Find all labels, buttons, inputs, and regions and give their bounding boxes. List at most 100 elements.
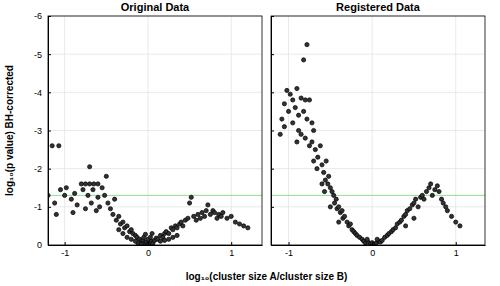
point xyxy=(322,189,326,193)
point xyxy=(328,205,332,209)
point xyxy=(422,197,426,201)
point xyxy=(175,226,179,230)
grid-line-y xyxy=(48,130,262,131)
x-axis: -101 xyxy=(49,242,263,258)
figure: -1010-1-2-3-4-5-6Original Datalog₁₀(p va… xyxy=(0,0,500,286)
point xyxy=(88,165,92,169)
point xyxy=(91,188,95,192)
y-tick xyxy=(271,92,274,93)
point xyxy=(171,235,175,239)
y-tick-label: -3 xyxy=(34,126,42,136)
point xyxy=(375,237,379,241)
point xyxy=(202,214,206,218)
point xyxy=(295,140,299,144)
threshold-line xyxy=(48,195,262,196)
point xyxy=(296,128,300,132)
x-tick-mark xyxy=(231,242,232,245)
x-tick-label: 1 xyxy=(454,248,459,258)
point xyxy=(125,224,129,228)
point xyxy=(288,92,292,96)
y-tick: -3 xyxy=(34,126,51,136)
x-tick: -1 xyxy=(61,242,69,258)
point xyxy=(103,193,107,197)
point xyxy=(285,88,289,92)
point xyxy=(204,209,208,213)
point xyxy=(175,233,179,237)
point xyxy=(282,102,286,106)
y-tick xyxy=(271,207,274,208)
grid-line-y xyxy=(48,92,262,93)
point xyxy=(92,182,96,186)
marks xyxy=(48,144,262,245)
point xyxy=(237,222,241,226)
y-tick-label: 0 xyxy=(37,240,42,250)
point xyxy=(435,184,439,188)
grid xyxy=(48,16,262,245)
grid-line-y xyxy=(271,168,485,169)
point xyxy=(348,222,352,226)
point xyxy=(64,186,68,190)
point xyxy=(113,197,117,201)
x-tick: 1 xyxy=(454,242,459,258)
point xyxy=(192,214,196,218)
point xyxy=(58,188,62,192)
point xyxy=(121,231,125,235)
x-tick-mark xyxy=(148,242,149,245)
grid-line-y xyxy=(48,206,262,207)
point xyxy=(54,212,58,216)
y-tick-label: -4 xyxy=(34,88,42,98)
point xyxy=(206,203,210,207)
point xyxy=(429,182,433,186)
marks xyxy=(271,43,485,245)
point xyxy=(337,220,341,224)
y-tick: -1 xyxy=(34,202,51,212)
point xyxy=(403,224,407,228)
y-tick-label: -5 xyxy=(34,50,42,60)
point xyxy=(449,214,453,218)
point xyxy=(221,210,225,214)
point xyxy=(81,188,85,192)
point xyxy=(86,193,90,197)
point xyxy=(312,159,316,163)
point xyxy=(98,205,102,209)
y-tick-label: -6 xyxy=(34,11,42,21)
point xyxy=(303,98,307,102)
x-axis: -1 0 1 xyxy=(272,242,486,258)
point xyxy=(96,195,100,199)
grid-line-y xyxy=(48,54,262,55)
x-tick: -1 xyxy=(285,242,293,258)
point xyxy=(315,167,319,171)
point xyxy=(208,212,212,216)
grid-line-y xyxy=(271,54,485,55)
point xyxy=(129,237,133,241)
point xyxy=(445,209,449,213)
point xyxy=(225,216,229,220)
y-tick-mark xyxy=(271,131,274,132)
point xyxy=(88,182,92,186)
x-tick-label: 0 xyxy=(146,248,151,258)
point xyxy=(83,182,87,186)
y-axis: 0-1-2-3-4-5-6 xyxy=(34,11,51,250)
point xyxy=(305,117,309,121)
x-tick: 0 xyxy=(370,242,375,258)
point xyxy=(167,237,171,241)
point xyxy=(433,188,437,192)
point xyxy=(310,121,314,125)
point xyxy=(187,201,191,205)
point xyxy=(327,174,331,178)
x-tick-label: -1 xyxy=(61,248,69,258)
y-tick-mark xyxy=(48,207,51,208)
point xyxy=(53,201,57,205)
point xyxy=(342,214,346,218)
point xyxy=(307,144,311,148)
point xyxy=(296,113,300,117)
y-axis-title: log₁₀(p value) BH-corrected xyxy=(4,65,15,196)
point xyxy=(454,220,458,224)
x-tick: 0 xyxy=(146,242,151,258)
point xyxy=(280,117,284,121)
plot-area xyxy=(271,16,485,245)
y-tick: -5 xyxy=(34,50,51,60)
grid-line-y xyxy=(271,206,485,207)
point xyxy=(111,212,115,216)
point xyxy=(57,144,61,148)
